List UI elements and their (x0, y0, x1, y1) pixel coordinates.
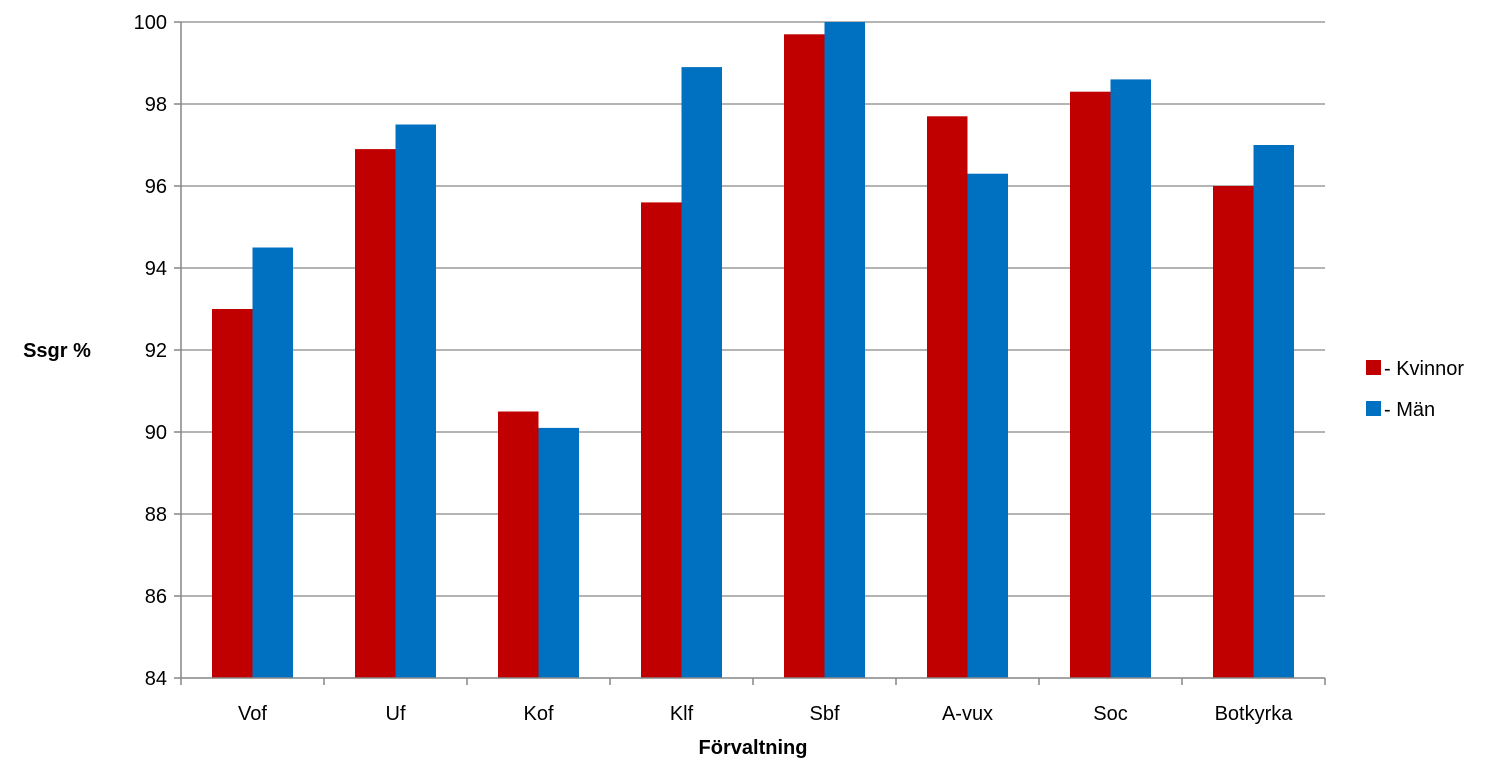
x-tick-label: Botkyrka (1215, 703, 1294, 725)
legend-swatch (1366, 360, 1381, 375)
y-tick-label: 88 (145, 504, 167, 526)
x-tick-label: Soc (1093, 703, 1127, 725)
bar-a-vux-series-0 (927, 116, 968, 679)
legend-swatch (1366, 401, 1381, 416)
x-axis-title: Förvaltning (699, 737, 808, 759)
bar-sbf-series-1 (824, 22, 865, 678)
legend-label: - Män (1384, 399, 1435, 421)
tick-labels: 84 86 88 90 92 94 96 98 100 Vof Uf Kof Klf Sbf A-vux So… (134, 12, 1326, 725)
y-tick-label: 100 (134, 12, 167, 34)
bar-vof-series-0 (212, 309, 253, 678)
bar-a-vux-series-1 (967, 173, 1008, 678)
bar-kof-series-1 (538, 427, 579, 678)
x-tick-label: Uf (386, 703, 406, 725)
y-tick-label: 90 (145, 422, 167, 444)
y-tick-label: 86 (145, 586, 167, 608)
y-tick-label: 84 (145, 668, 167, 690)
bar-sbf-series-0 (784, 34, 825, 679)
gridlines (181, 21, 1325, 597)
bar-klf-series-0 (641, 202, 682, 678)
bar-botkyrka-series-0 (1213, 186, 1254, 678)
bar-botkyrka-series-1 (1253, 145, 1294, 678)
bars (212, 22, 1294, 679)
y-axis-title: Ssgr % (23, 340, 91, 362)
bar-soc-series-0 (1070, 91, 1111, 678)
legend-label: - Kvinnor (1384, 358, 1464, 380)
y-tick-label: 98 (145, 94, 167, 116)
y-tick-label: 96 (145, 176, 167, 198)
bar-kof-series-0 (498, 411, 539, 678)
y-tick-label: 94 (145, 258, 167, 280)
bar-vof-series-1 (252, 247, 293, 678)
bar-uf-series-0 (355, 149, 396, 679)
x-tick-label: Kof (523, 703, 553, 725)
x-tick-label: Vof (238, 703, 267, 725)
y-tick-label: 92 (145, 340, 167, 362)
bar-soc-series-1 (1110, 79, 1151, 678)
legend: - Kvinnor - Män (1366, 358, 1464, 421)
x-tick-label: Klf (670, 703, 694, 725)
bar-klf-series-1 (681, 67, 722, 679)
x-tick-label: Sbf (809, 703, 839, 725)
x-tick-label: A-vux (942, 703, 993, 725)
bar-uf-series-1 (395, 124, 436, 678)
